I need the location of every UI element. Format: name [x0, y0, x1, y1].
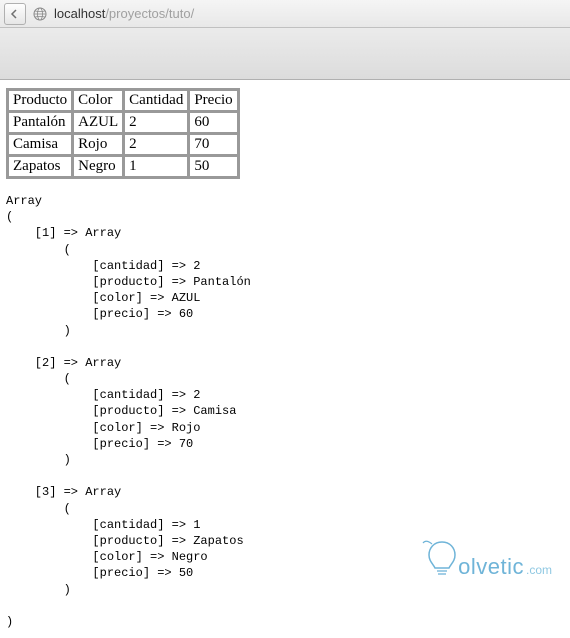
- globe-icon: [32, 6, 48, 22]
- watermark-brand: olvetic: [458, 554, 524, 580]
- toolbar-band: [0, 28, 570, 80]
- back-button[interactable]: [4, 3, 26, 25]
- url-path: /proyectos/tuto/: [105, 6, 194, 21]
- table-header-row: Producto Color Cantidad Precio: [8, 90, 238, 111]
- col-color: Color: [73, 90, 123, 111]
- col-cantidad: Cantidad: [124, 90, 188, 111]
- table-row: Camisa Rojo 2 70: [8, 134, 238, 155]
- watermark-suffix: .com: [526, 563, 552, 577]
- table-row: Zapatos Negro 1 50: [8, 156, 238, 177]
- watermark-logo: olvetic .com: [420, 536, 552, 580]
- table-body: Pantalón AZUL 2 60 Camisa Rojo 2 70 Zapa…: [8, 112, 238, 177]
- col-precio: Precio: [189, 90, 237, 111]
- url-host: localhost: [54, 6, 105, 21]
- table-row: Pantalón AZUL 2 60: [8, 112, 238, 133]
- url-bar[interactable]: localhost/proyectos/tuto/: [52, 4, 566, 24]
- browser-toolbar: localhost/proyectos/tuto/: [0, 0, 570, 28]
- products-table: Producto Color Cantidad Precio Pantalón …: [6, 88, 240, 179]
- col-producto: Producto: [8, 90, 72, 111]
